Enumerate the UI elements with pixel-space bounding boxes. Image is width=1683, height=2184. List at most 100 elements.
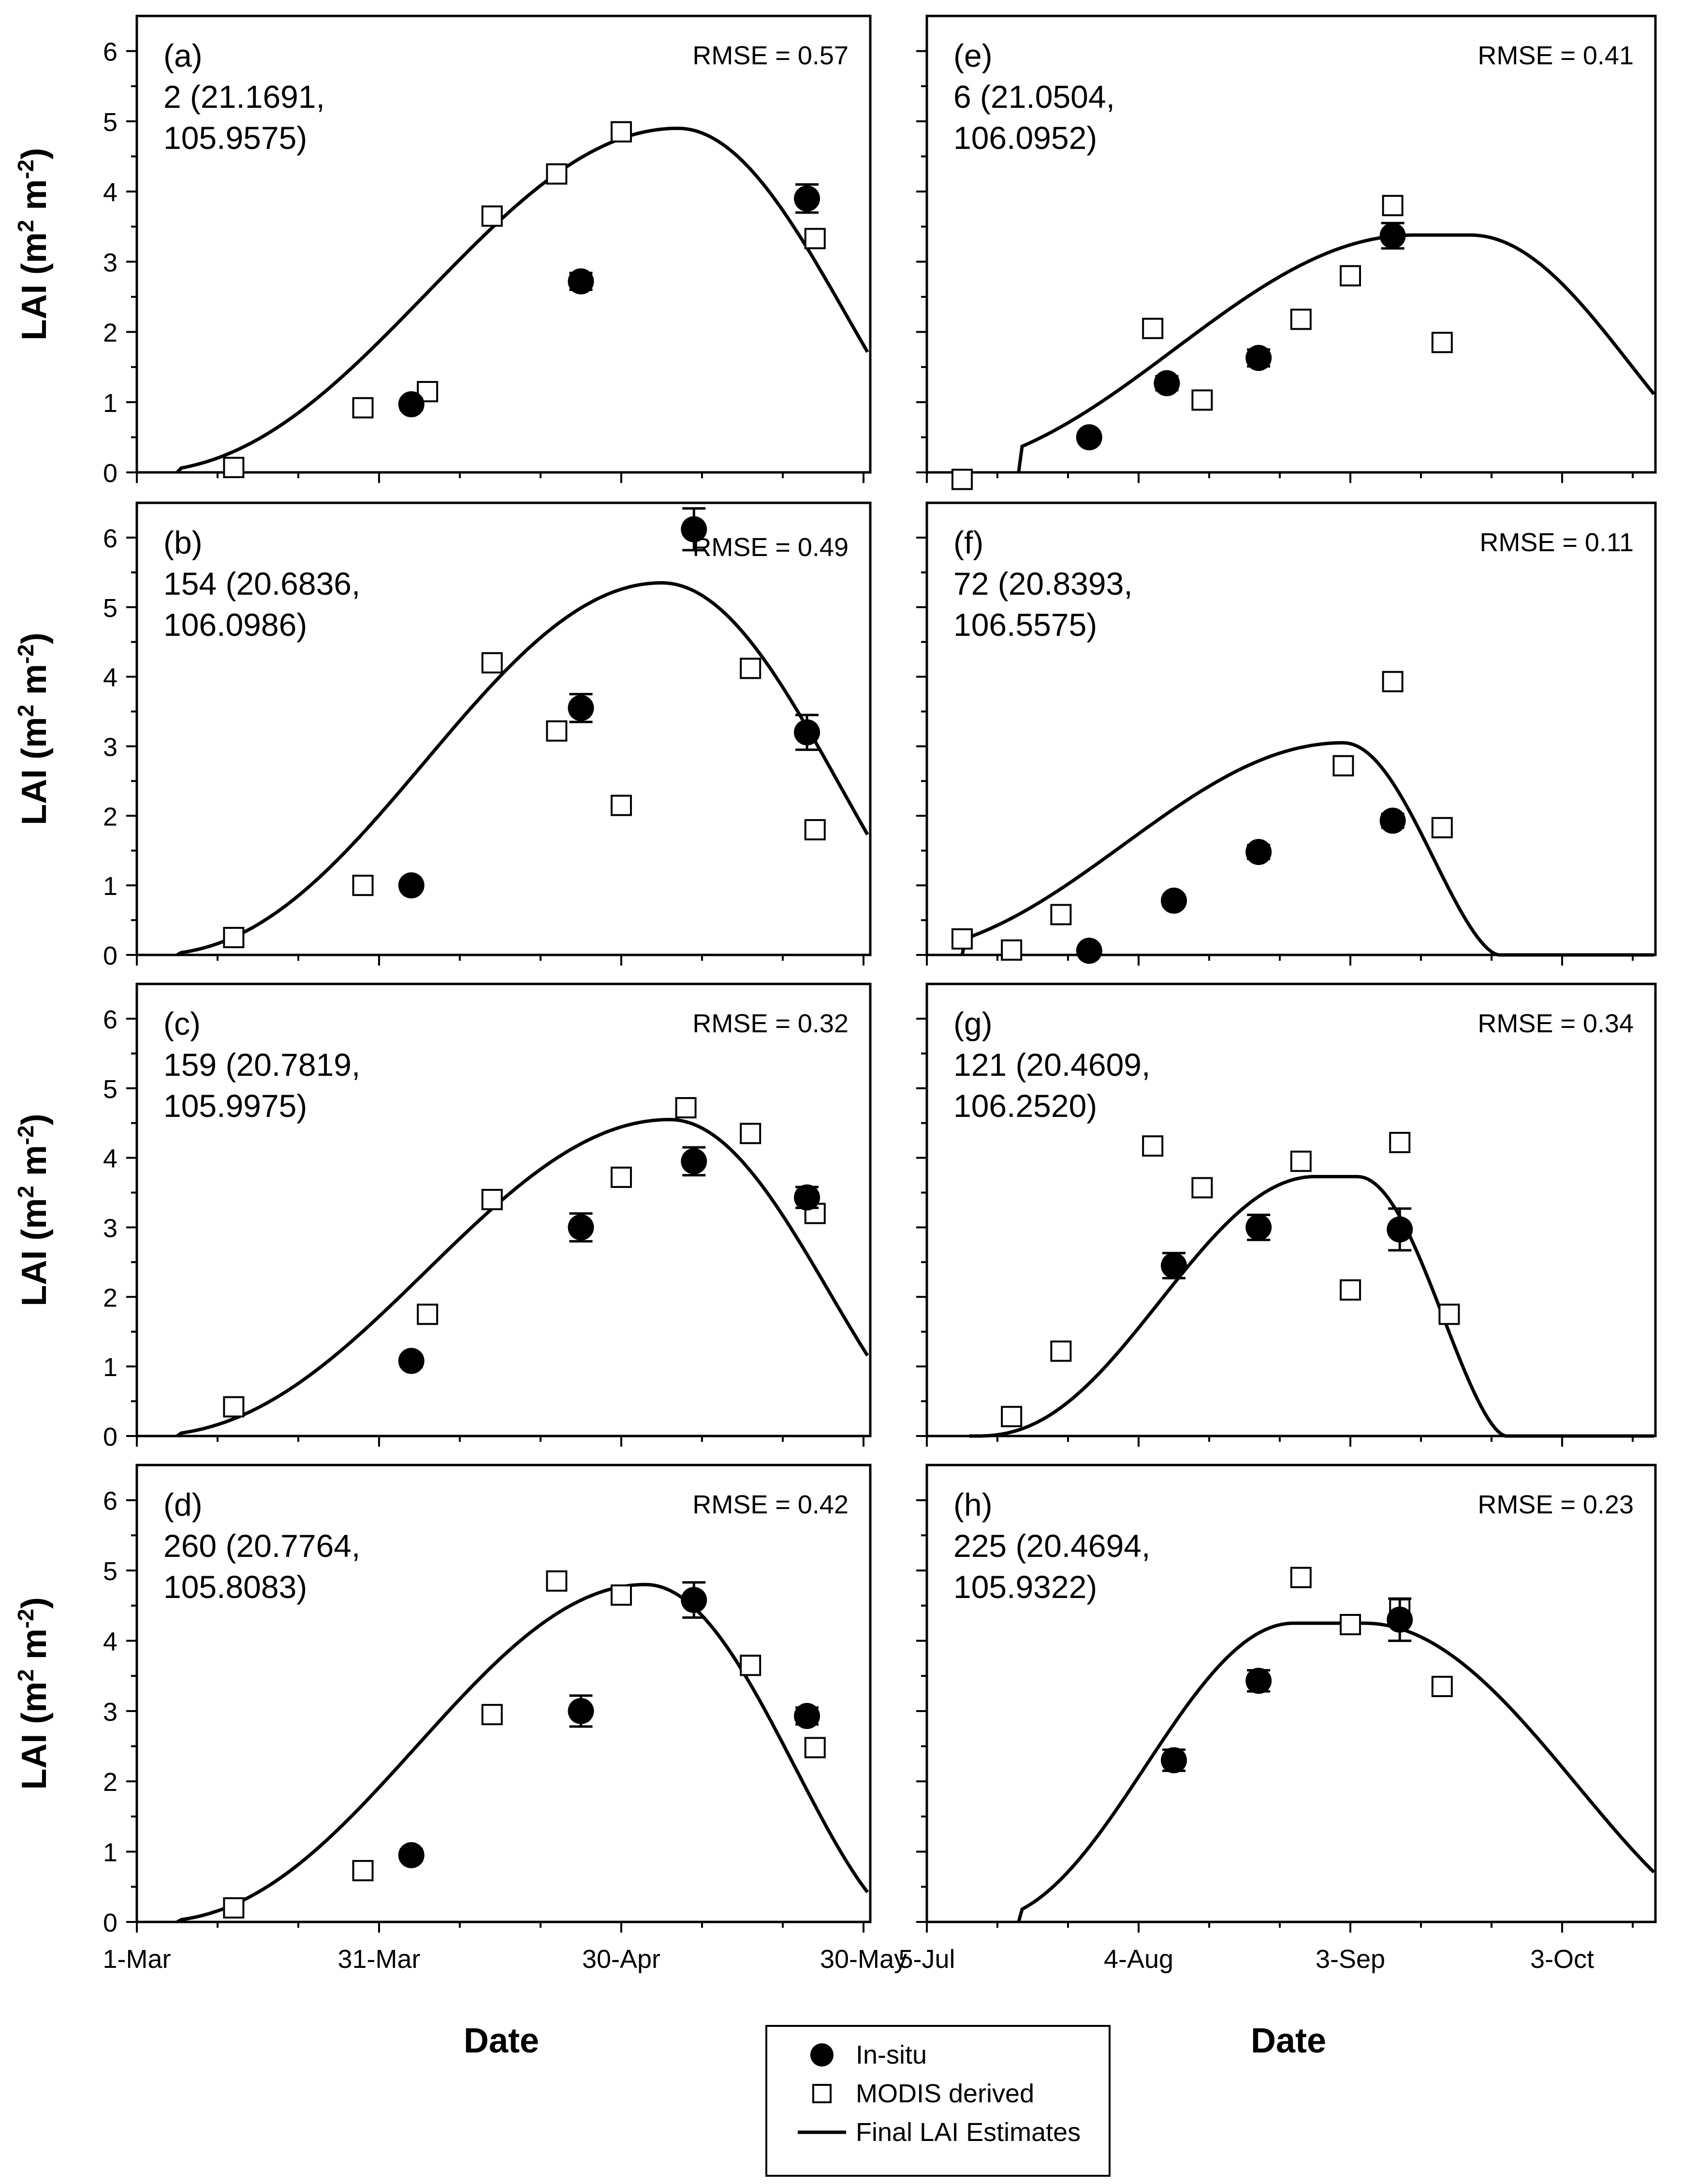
y-axis-title-part: ) <box>15 632 54 644</box>
modis-point <box>546 163 568 185</box>
modis-point <box>223 456 245 478</box>
modis-point <box>481 1188 503 1210</box>
site-label-line2: 106.2520) <box>953 1088 1097 1124</box>
site-label-line1: 159 (20.7819, <box>163 1047 360 1083</box>
lai-estimate-curve <box>176 581 869 957</box>
y-tick-label: 0 <box>103 1908 117 1937</box>
modis-point <box>481 205 503 227</box>
y-axis-title-sup: 2 <box>13 220 38 233</box>
y-axis-title-part: LAI (m <box>15 1682 54 1790</box>
legend-modis-label: MODIS derived <box>856 2079 1034 2108</box>
y-tick-label: 1 <box>103 1838 117 1867</box>
y-tick-label: 0 <box>103 941 117 970</box>
panel-letter: (c) <box>163 1006 201 1041</box>
y-tick-label: 1 <box>103 1353 117 1382</box>
y-tick-label: 2 <box>103 1283 117 1312</box>
panel-letter: (a) <box>163 38 203 73</box>
y-tick-label: 2 <box>103 802 117 831</box>
modis-point <box>481 1704 503 1726</box>
modis-point <box>611 794 632 816</box>
rmse-label: RMSE = 0.57 <box>692 41 849 70</box>
y-tick-label: 2 <box>103 319 117 348</box>
insitu-point <box>681 1148 707 1174</box>
y-tick-label: 3 <box>103 733 117 762</box>
x-tick-label: 1-Mar <box>102 1945 171 1974</box>
modis-point <box>804 819 826 841</box>
insitu-point <box>1245 1668 1272 1694</box>
y-tick-label: 6 <box>103 524 117 553</box>
x-tick-label: 31-Mar <box>337 1945 420 1974</box>
y-tick-label: 0 <box>103 1422 117 1451</box>
modis-point <box>1050 1340 1072 1362</box>
modis-point <box>740 1655 761 1676</box>
legend-modis-marker <box>812 2084 832 2103</box>
x-tick-label: 4-Aug <box>1104 1945 1173 1974</box>
insitu-point <box>681 516 707 542</box>
lai-estimate-curve <box>176 1583 869 1924</box>
insitu-point <box>568 1214 594 1241</box>
y-tick-label: 6 <box>103 38 117 67</box>
panel-frame <box>135 15 872 474</box>
panel-frame <box>925 15 1657 474</box>
modis-point <box>740 1123 761 1144</box>
modis-point <box>611 1584 632 1606</box>
modis-point <box>1340 1279 1361 1301</box>
panel-letter: (e) <box>953 38 993 73</box>
site-label-line2: 106.0986) <box>163 607 307 643</box>
insitu-point <box>398 1842 424 1868</box>
panel-g: (g) 121 (20.4609, 106.2520) RMSE = 0.34 <box>916 982 1657 1447</box>
modis-point <box>611 121 632 143</box>
modis-point <box>1050 904 1072 925</box>
y-axis-title-sup: 2 <box>13 704 38 717</box>
modis-point <box>352 1860 374 1881</box>
legend-insitu-label: In-situ <box>856 2040 927 2069</box>
y-axis-title-part: ) <box>15 148 54 160</box>
insitu-point <box>794 1703 820 1730</box>
modis-point <box>1431 817 1453 838</box>
modis-point <box>481 652 503 674</box>
lai-estimate-curve <box>969 1175 1654 1438</box>
lai-estimate-curve <box>176 126 869 474</box>
y-axis-title-part: m <box>15 664 54 704</box>
site-label-line1: 2 (21.1691, <box>163 79 325 115</box>
insitu-point <box>1245 839 1272 865</box>
rmse-label: RMSE = 0.23 <box>1478 1490 1634 1519</box>
modis-point <box>223 1396 245 1418</box>
y-tick-label: 3 <box>103 248 117 277</box>
modis-point <box>546 1570 568 1592</box>
modis-point <box>804 1737 826 1759</box>
modis-point <box>1431 1675 1453 1697</box>
y-axis-title-part: m <box>15 1628 54 1669</box>
insitu-point <box>398 391 424 418</box>
rmse-label: RMSE = 0.11 <box>1479 528 1634 557</box>
y-tick-label: 2 <box>103 1768 117 1797</box>
modis-point <box>1382 671 1404 692</box>
modis-point <box>675 1097 697 1119</box>
modis-point <box>1340 1614 1361 1636</box>
modis-point <box>1382 195 1404 217</box>
site-label-line1: 121 (20.4609, <box>953 1047 1150 1083</box>
y-tick-label: 4 <box>103 1627 117 1656</box>
x-axis-title-right: Date <box>1251 2022 1326 2060</box>
modis-point <box>1001 1406 1023 1427</box>
modis-point <box>223 1897 245 1919</box>
site-label-line2: 105.9975) <box>163 1088 307 1124</box>
y-tick-label: 6 <box>103 1005 117 1034</box>
x-tick-label: 30-Apr <box>582 1945 660 1974</box>
y-tick-label: 3 <box>103 1214 117 1243</box>
y-tick-label: 1 <box>103 389 117 418</box>
modis-point <box>804 228 826 249</box>
lai-estimate-curve <box>1017 233 1655 473</box>
modis-point <box>1290 1150 1312 1172</box>
insitu-point <box>1387 1216 1413 1243</box>
x-tick-label: 30-May <box>820 1945 907 1974</box>
rmse-label: RMSE = 0.32 <box>692 1009 849 1038</box>
y-axis-title-part: LAI (m <box>15 1198 54 1306</box>
modis-point <box>417 1304 439 1325</box>
lai-estimate-curve <box>176 1117 869 1437</box>
y-axis-title-part: m <box>15 1145 54 1186</box>
modis-point <box>740 658 761 679</box>
